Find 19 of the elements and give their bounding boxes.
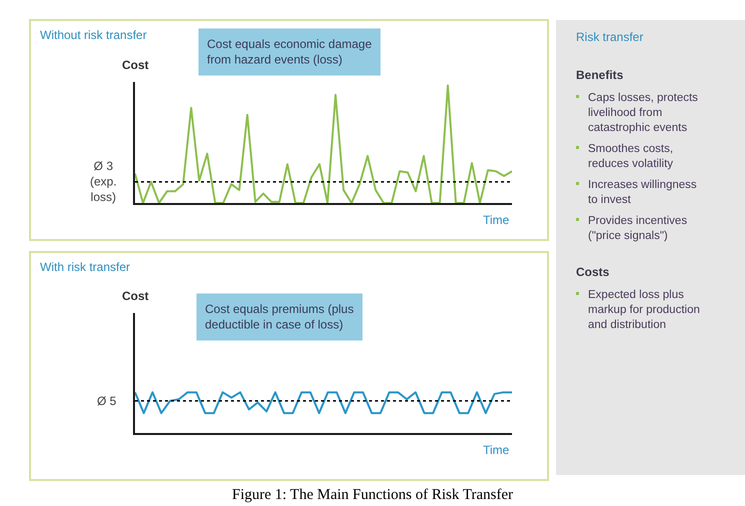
x-axis-title: Time xyxy=(483,443,510,457)
text: Increases willingness to invest xyxy=(588,179,697,206)
chart-title: With risk transfer xyxy=(40,260,130,274)
caption: Figure 1: The Main Functions of Risk Transfer xyxy=(232,487,513,503)
text: Risk transfer xyxy=(576,30,644,44)
y-axis-title: Cost xyxy=(122,289,149,303)
x-axis-title: Time xyxy=(483,213,510,227)
text: Benefits xyxy=(576,68,624,82)
ref-line-label: Ø 3 (exp. loss) xyxy=(90,159,117,204)
text: Costs xyxy=(576,265,610,279)
text: Expected loss plus markup for production and distribution xyxy=(588,289,700,331)
text: Cost equals premiums (plus deductible in case of loss) xyxy=(205,302,354,332)
chart-title: Without risk transfer xyxy=(40,28,147,42)
text: Cost equals economic damage from hazard events (loss) xyxy=(207,37,372,67)
text: Smoothes costs, reduces volatility xyxy=(588,143,674,170)
y-axis-title: Cost xyxy=(122,58,149,72)
ref-line-label: Ø 5 xyxy=(97,394,117,408)
text: Caps losses, protects livelihood from catastrophic events xyxy=(588,92,698,134)
text: Provides incentives ("price signals") xyxy=(588,215,688,242)
